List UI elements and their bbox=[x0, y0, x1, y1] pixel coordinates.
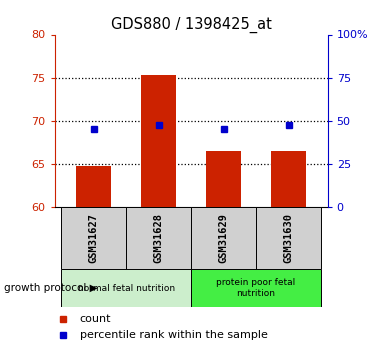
Text: count: count bbox=[80, 314, 112, 324]
Bar bbox=[61, 269, 191, 307]
Text: GSM31628: GSM31628 bbox=[154, 213, 163, 263]
Text: GSM31630: GSM31630 bbox=[284, 213, 294, 263]
Bar bbox=[61, 207, 126, 269]
Bar bbox=[76, 166, 112, 207]
Bar bbox=[191, 207, 256, 269]
Text: protein poor fetal
nutrition: protein poor fetal nutrition bbox=[216, 278, 296, 298]
Bar bbox=[191, 269, 321, 307]
Bar bbox=[206, 151, 241, 207]
Bar bbox=[256, 207, 321, 269]
Bar bbox=[141, 75, 176, 207]
Text: GSM31629: GSM31629 bbox=[219, 213, 229, 263]
Text: percentile rank within the sample: percentile rank within the sample bbox=[80, 330, 268, 340]
Title: GDS880 / 1398425_at: GDS880 / 1398425_at bbox=[111, 17, 271, 33]
Text: growth protocol ▶: growth protocol ▶ bbox=[4, 283, 98, 293]
Text: normal fetal nutrition: normal fetal nutrition bbox=[78, 284, 175, 293]
Bar bbox=[126, 207, 191, 269]
Text: GSM31627: GSM31627 bbox=[89, 213, 99, 263]
Bar bbox=[271, 151, 307, 207]
